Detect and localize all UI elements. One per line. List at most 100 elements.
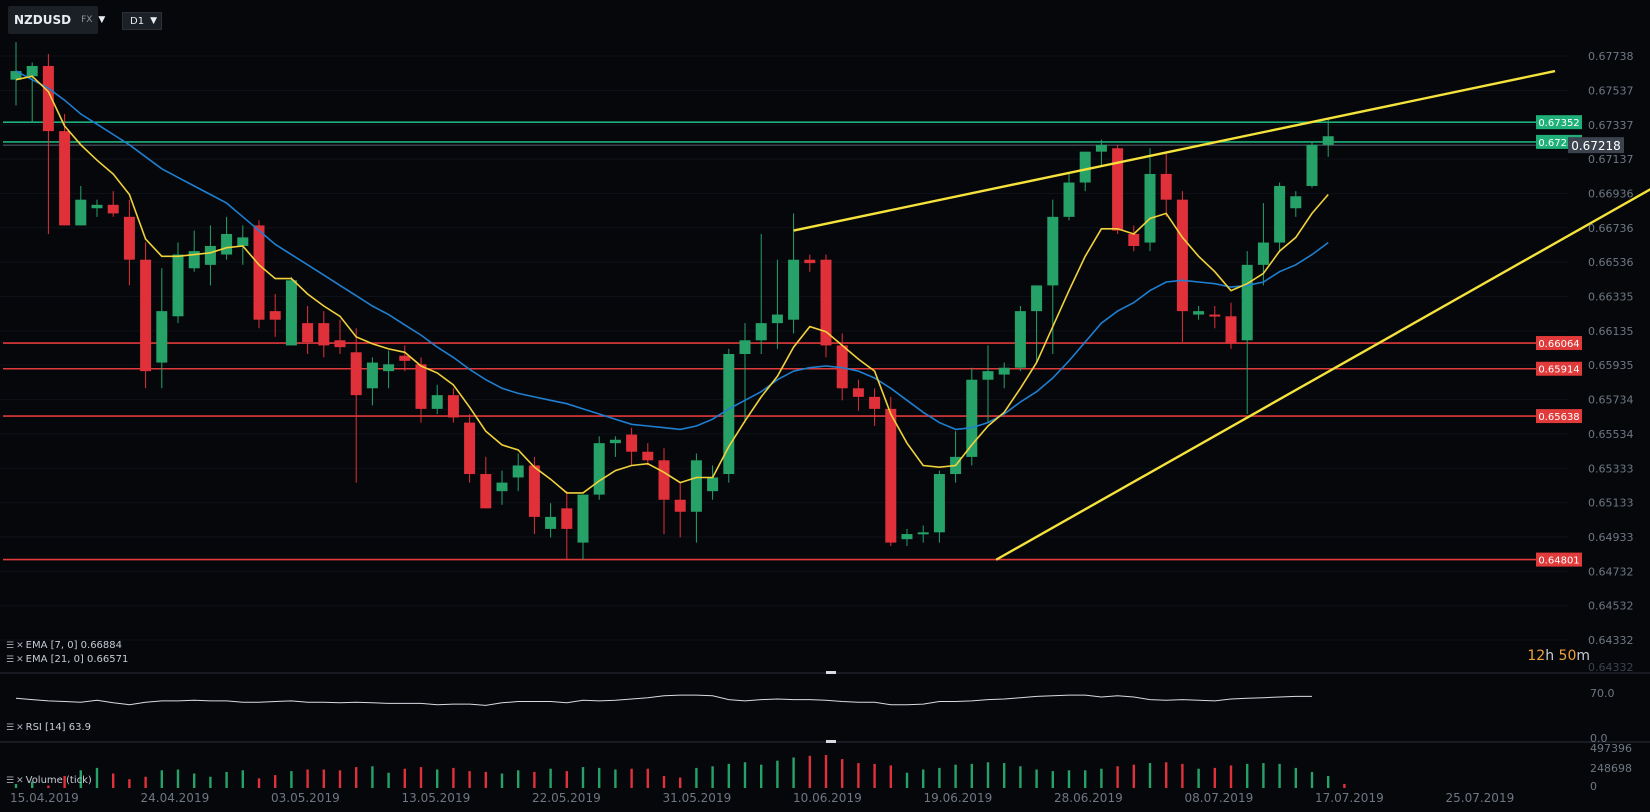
close-icon[interactable]: ✕ (16, 722, 24, 733)
volume-bar (1181, 763, 1184, 788)
volume-bar (565, 771, 568, 788)
price-axis: 0.67738 0.67537 0.67337 0.67137 0.66936 0.667… (1588, 50, 1634, 674)
volume-bar (241, 770, 244, 788)
rsi-indicator[interactable]: ☰ ✕ RSI [14] 63.9 (6, 722, 91, 733)
volume-bar (792, 757, 795, 788)
volume-bar (452, 767, 455, 788)
level-labels: 0.67352 0.67237 0.66064 0.65914 0.65638 0.648… (1536, 115, 1624, 567)
volume-bar (905, 772, 909, 788)
chevron-down-icon[interactable]: ▼ (150, 16, 157, 26)
trendline (793, 69, 1556, 232)
horizontal-levels[interactable] (3, 121, 1536, 561)
countdown-h: h (1545, 648, 1555, 664)
candle-bull (982, 371, 994, 380)
date-tick-label: 25.07.2019 (1446, 791, 1515, 805)
volume-bar (614, 769, 617, 788)
candles (10, 41, 1334, 560)
close-icon[interactable]: ✕ (16, 654, 24, 665)
chevron-down-icon[interactable]: ▼ (98, 15, 106, 25)
volume-bar (371, 766, 374, 788)
candle-bear (1112, 148, 1124, 231)
timeframe-selector[interactable]: D1 ▼ (122, 12, 162, 30)
candle-bull (285, 280, 297, 346)
candle-bull (739, 340, 751, 355)
volume-bar (646, 768, 649, 788)
settings-icon[interactable]: ☰ (6, 775, 15, 786)
rsi-tick-label: 0.0 (1590, 732, 1608, 745)
date-tick-label: 13.05.2019 (402, 791, 471, 805)
candle-bull (933, 474, 945, 533)
volume-bar (209, 776, 212, 788)
date-tick-label: 17.07.2019 (1315, 791, 1384, 805)
candle-bull (545, 516, 557, 529)
volume-bar (1148, 763, 1152, 788)
volume-bar (338, 770, 342, 788)
level-price-label: 0.65638 (1538, 412, 1579, 423)
price-tick-label: 0.67738 (1588, 50, 1634, 63)
trendline (995, 188, 1650, 561)
volume-bar (387, 772, 390, 788)
volume-bar (598, 767, 601, 788)
timeframe-label: D1 (130, 15, 145, 27)
close-icon[interactable]: ✕ (16, 775, 24, 786)
settings-icon[interactable]: ☰ (6, 654, 15, 665)
candle-bull (221, 233, 233, 255)
candle-bull (1322, 136, 1334, 145)
volume-bar (1165, 762, 1168, 788)
volume-bar (970, 763, 973, 788)
candle-bear (269, 311, 281, 320)
volume-bar (581, 767, 585, 788)
candle-bull (1274, 185, 1286, 243)
volume-bar (1084, 770, 1087, 788)
ema-lines (15, 70, 1329, 494)
volume-bar (1343, 783, 1346, 788)
candle-bull (707, 477, 719, 492)
symbol-selector[interactable]: NZDUSD FX ▼ (8, 6, 105, 34)
date-tick-label: 08.07.2019 (1185, 791, 1254, 805)
ema21-indicator[interactable]: ☰ ✕ EMA [21, 0] 0.66571 (6, 654, 128, 665)
price-tick-label: 0.64732 (1588, 565, 1634, 578)
date-tick-label: 22.05.2019 (532, 791, 601, 805)
volume-bar (1310, 771, 1314, 788)
settings-icon[interactable]: ☰ (6, 640, 15, 651)
level-price-tag (1536, 361, 1582, 376)
level-price-tag (1536, 552, 1582, 567)
panel-handle (826, 671, 836, 674)
volume-bar (403, 768, 406, 788)
candle-bull (496, 482, 508, 492)
volume-bar (938, 767, 941, 788)
volume-bar (160, 770, 163, 788)
candle-bear (869, 396, 881, 409)
volume-tick-label: 497396 (1590, 742, 1632, 755)
price-tick-label: 0.66135 (1588, 325, 1634, 338)
volume-bar (986, 762, 990, 788)
volume-bar (549, 768, 552, 788)
volume-bar (128, 779, 131, 788)
ema7-line (15, 75, 1329, 494)
volume-label: Volume (tick) (25, 775, 92, 786)
ema7-indicator[interactable]: ☰ ✕ EMA [7, 0] 0.66884 (6, 640, 122, 651)
ema21-line (15, 70, 1329, 431)
candle-bear (1128, 233, 1140, 246)
candle-bull (156, 311, 168, 363)
price-tick-label: 0.66536 (1588, 256, 1634, 269)
candle-bear (140, 259, 152, 372)
level-price-label: 0.65914 (1538, 365, 1579, 376)
candle-bear (658, 460, 670, 500)
close-icon[interactable]: ✕ (16, 640, 24, 651)
trendlines[interactable] (793, 69, 1650, 561)
candle-bull (1193, 311, 1205, 315)
candle-bull (1063, 182, 1075, 217)
candle-bull (237, 237, 249, 246)
settings-icon[interactable]: ☰ (6, 722, 15, 733)
volume-bar (630, 768, 633, 788)
volume-bar (1019, 766, 1022, 788)
volume-bar (1294, 767, 1297, 788)
volume-bar (1213, 767, 1216, 788)
volume-bar (1100, 768, 1103, 788)
candle-bear (561, 508, 573, 529)
volume-indicator[interactable]: ☰ ✕ Volume (tick) (6, 775, 92, 786)
instrument-type: FX (81, 15, 93, 25)
candle-bull (91, 204, 103, 209)
